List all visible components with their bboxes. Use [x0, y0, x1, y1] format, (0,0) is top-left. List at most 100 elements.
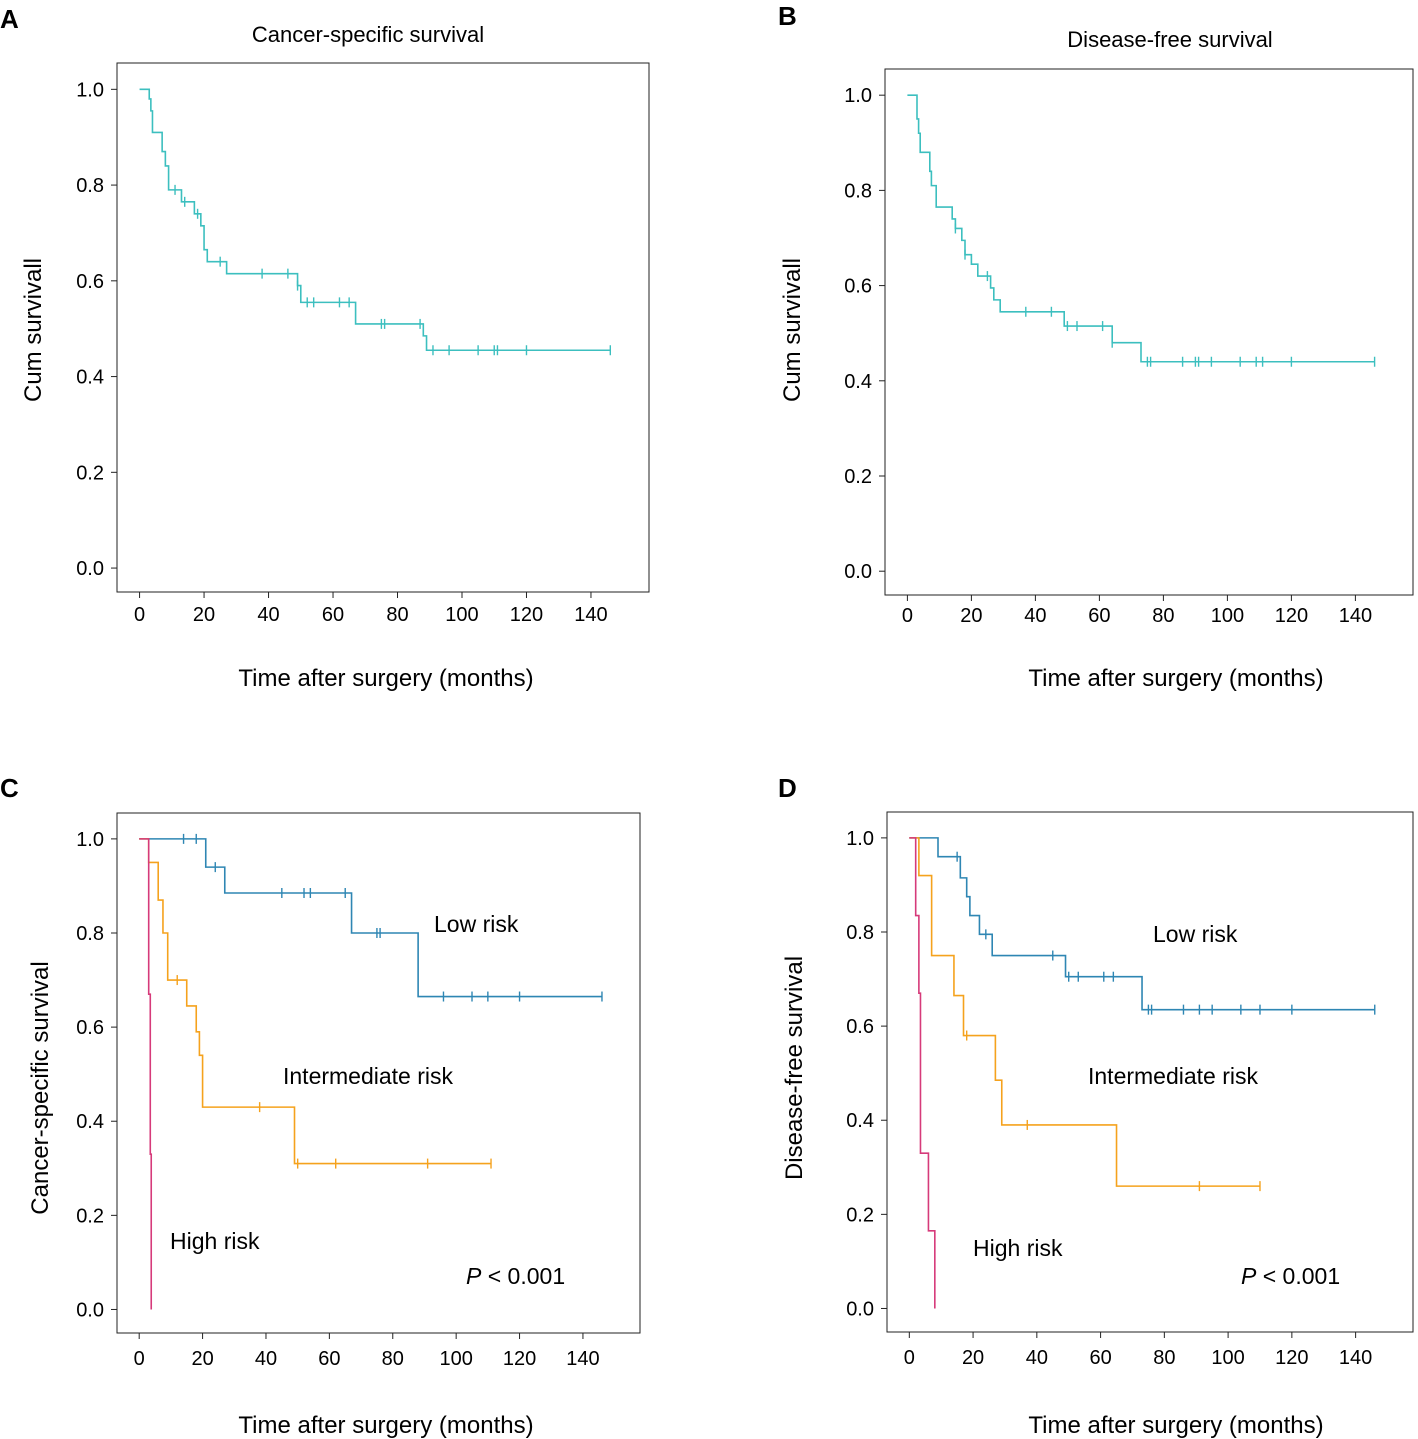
x-tick-label: 100: [1211, 1347, 1244, 1369]
x-tick-label: 40: [1024, 605, 1046, 627]
x-tick-label: 60: [1089, 1347, 1111, 1369]
x-tick-label: 20: [960, 605, 982, 627]
x-tick-label: 0: [902, 605, 913, 627]
y-tick-label: 0.2: [844, 466, 872, 488]
panel-b: B Disease-free survival 0 20 40 60 80 100 120 140…: [778, 1, 1414, 692]
x-tick-label: 0: [904, 1347, 915, 1369]
x-tick-label: 80: [1153, 1347, 1175, 1369]
p-symbol: P: [1241, 1263, 1257, 1289]
plot-frame: [116, 812, 641, 1334]
p-value: P < 0.001: [466, 1263, 565, 1289]
y-tick-label: 1.0: [844, 85, 872, 107]
y-axis-label: Disease-free survival: [781, 956, 808, 1180]
survival-curve: [139, 838, 602, 998]
x-tick-label: 40: [257, 604, 279, 626]
x-axis-label: Time after surgery (months): [238, 1412, 533, 1439]
y-tick-label: 0.6: [844, 276, 872, 298]
y-tick-label: 0.0: [76, 1299, 104, 1321]
risk-group-label: High risk: [973, 1235, 1063, 1261]
p-value: P < 0.001: [1241, 1263, 1340, 1289]
y-axis-label: Cum survivall: [779, 258, 806, 402]
survival-curve: [909, 837, 936, 1309]
plot-frame: [116, 62, 650, 593]
x-tick-label: 80: [1152, 605, 1174, 627]
y-tick-label: 0.0: [846, 1298, 874, 1320]
x-tick-label: 20: [962, 1347, 984, 1369]
y-tick-label: 0.6: [76, 1017, 104, 1039]
survival-curve: [909, 837, 1375, 1011]
survival-curve: [907, 94, 1375, 363]
y-tick-label: 0.4: [846, 1110, 874, 1132]
chart-title: Disease-free survival: [1067, 27, 1272, 52]
y-tick-label: 0.6: [76, 271, 104, 293]
panel-letter: B: [778, 1, 797, 31]
panel-letter: A: [0, 4, 19, 34]
x-tick-label: 140: [566, 1348, 599, 1370]
series-overall: [139, 88, 612, 356]
y-tick-label: 1.0: [76, 829, 104, 851]
y-tick-label: 0.2: [76, 1205, 104, 1227]
x-tick-label: 120: [503, 1348, 536, 1370]
p-symbol: P: [466, 1263, 482, 1289]
series-high-risk: [909, 837, 936, 1309]
y-tick-label: 0.0: [76, 558, 104, 580]
y-tick-label: 0.8: [76, 175, 104, 197]
x-tick-label: 120: [1275, 1347, 1308, 1369]
x-tick-label: 120: [510, 604, 543, 626]
panel-letter: C: [0, 773, 19, 803]
y-tick-label: 0.6: [846, 1016, 874, 1038]
x-tick-label: 60: [322, 604, 344, 626]
plot-frame: [886, 811, 1414, 1333]
x-axis-label: Time after surgery (months): [238, 665, 533, 692]
survival-curve: [139, 88, 611, 352]
risk-group-label: Intermediate risk: [283, 1063, 454, 1089]
y-axis-label: Cum survivall: [20, 258, 47, 402]
series-low-risk: [139, 833, 603, 1002]
x-tick-label: 100: [445, 604, 478, 626]
series-intermediate-risk: [909, 837, 1261, 1192]
p-value-text: < 0.001: [481, 1263, 565, 1289]
x-tick-label: 120: [1275, 605, 1308, 627]
survival-curve: [909, 837, 1260, 1187]
panel-c: C 0 20 40 60 80 100 120 140 0.0 0.2 0.4 0.6 0.8 1.0 Tim…: [0, 773, 641, 1439]
y-tick-label: 0.0: [844, 561, 872, 583]
plot-frame: [884, 68, 1414, 596]
y-tick-label: 0.4: [76, 367, 104, 389]
x-axis-label: Time after surgery (months): [1028, 1412, 1323, 1439]
x-tick-label: 100: [1211, 605, 1244, 627]
x-tick-label: 0: [134, 604, 145, 626]
y-axis-label: Cancer-specific survival: [27, 961, 54, 1214]
x-tick-label: 80: [382, 1348, 404, 1370]
x-tick-label: 60: [1088, 605, 1110, 627]
chart-title: Cancer-specific survival: [252, 22, 484, 47]
x-tick-label: 140: [574, 604, 607, 626]
y-tick-label: 0.8: [76, 923, 104, 945]
series-overall: [907, 94, 1376, 367]
x-tick-label: 60: [318, 1348, 340, 1370]
p-value-text: < 0.001: [1256, 1263, 1340, 1289]
risk-group-label: High risk: [170, 1228, 260, 1254]
series-intermediate-risk: [139, 838, 492, 1169]
x-tick-label: 80: [386, 604, 408, 626]
x-tick-label: 40: [255, 1348, 277, 1370]
y-tick-label: 0.2: [76, 462, 104, 484]
risk-group-label: Low risk: [434, 911, 519, 937]
series-high-risk: [139, 838, 153, 1310]
y-tick-label: 0.8: [844, 180, 872, 202]
x-tick-label: 140: [1339, 1347, 1372, 1369]
y-tick-label: 0.8: [846, 922, 874, 944]
panel-d: D 0 20 40 60 80 100 120 140 0.0 0.2 0.4 0.6 0.8 1.0 Tim…: [778, 773, 1414, 1439]
y-tick-label: 1.0: [76, 79, 104, 101]
y-tick-label: 0.2: [846, 1204, 874, 1226]
x-tick-label: 0: [134, 1348, 145, 1370]
x-tick-label: 20: [193, 604, 215, 626]
y-tick-label: 0.4: [844, 371, 872, 393]
survival-curve: [139, 838, 492, 1165]
panel-a: A Cancer-specific survival 0 20 40 60 80 100 120…: [0, 4, 650, 692]
series-low-risk: [909, 837, 1376, 1015]
x-axis-label: Time after surgery (months): [1028, 665, 1323, 692]
risk-group-label: Intermediate risk: [1088, 1063, 1259, 1089]
x-tick-label: 20: [191, 1348, 213, 1370]
x-tick-label: 100: [439, 1348, 472, 1370]
